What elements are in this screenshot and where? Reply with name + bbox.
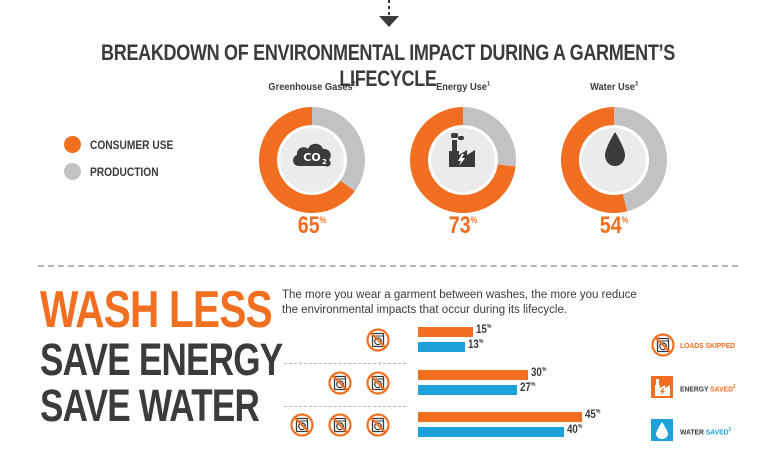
skipped-load-icon [328, 413, 352, 437]
legend-water-main: WATER [680, 427, 706, 437]
bar-value-unit: % [596, 409, 601, 415]
label-water-saved: 13% [468, 339, 483, 351]
donut-label-energy: Energy Use1 [406, 81, 520, 93]
footnote-mark: 3 [728, 427, 732, 433]
legend-energy-label: ENERGY SAVED2 [680, 384, 736, 394]
bar-energy-saved [418, 370, 528, 380]
legend-production-swatch [64, 163, 81, 180]
donut-slice-production [614, 107, 667, 212]
label-energy-saved: 30% [531, 367, 546, 379]
donut-label-greenhouse: Greenhouse Gases2 [255, 81, 369, 93]
section-divider [38, 265, 738, 267]
bar-value: 40 [567, 424, 578, 436]
legend-water-accent: SAVED [705, 427, 729, 437]
donut-slice-consumer [259, 107, 355, 214]
svg-text:CO: CO [303, 151, 320, 164]
skipped-load-icon [366, 371, 390, 395]
bar-value-unit: % [541, 367, 546, 373]
bar-value: 13 [468, 339, 480, 351]
legend-energy-accent: SAVED [710, 384, 734, 394]
bar-value: 27 [519, 382, 531, 394]
legend-loads-skipped-label: LOADS SKIPPED [680, 341, 736, 350]
label-energy-saved: 15% [476, 324, 491, 336]
legend-energy-icon [651, 376, 673, 398]
legend-production-label: PRODUCTION [90, 165, 159, 179]
svg-text:2: 2 [322, 158, 327, 166]
label-water-saved: 40% [567, 424, 582, 436]
footnote-mark: 2 [733, 384, 736, 390]
pct-unit: % [470, 215, 478, 225]
donut-slice-production [463, 107, 516, 167]
bar-energy-saved [418, 327, 473, 337]
pct-energy-value: 73 [448, 212, 471, 239]
donut-label-energy-text: Energy Use [436, 81, 487, 93]
bar-water-saved [418, 427, 564, 437]
donut-label-greenhouse-text: Greenhouse Gases [268, 81, 353, 93]
pct-unit: % [319, 215, 327, 225]
bar-value-unit: % [577, 424, 583, 430]
bar-value: 45 [585, 409, 597, 421]
co2-cloud-icon: CO 2 [290, 136, 334, 170]
label-water-saved: 27% [520, 382, 535, 394]
factory-energy-icon [447, 133, 477, 169]
donut-slice-production [312, 107, 365, 192]
skipped-load-icon [366, 328, 390, 352]
skipped-load-icon [366, 413, 390, 437]
headline-wash-less: WASH LESS [40, 281, 273, 339]
skipped-load-icon [328, 371, 352, 395]
pct-unit: % [621, 215, 629, 225]
bar-water-saved [418, 385, 517, 395]
bar-value: 15 [475, 324, 487, 336]
bar-energy-saved [418, 412, 583, 422]
bar-value-unit: % [530, 382, 535, 388]
legend-water-label: WATER SAVED3 [680, 427, 731, 437]
description-text: The more you wear a garment between wash… [282, 289, 637, 316]
donut-slice-consumer [410, 107, 516, 213]
pct-greenhouse-value: 65 [297, 212, 320, 239]
donut-label-water: Water Use3 [557, 81, 671, 93]
row-separator [284, 363, 406, 364]
page-title: BREAKDOWN OF ENVIRONMENTAL IMPACT DURING… [101, 40, 675, 91]
headline-save-water: SAVE WATER [40, 380, 260, 431]
legend-loads-skipped-icon [651, 333, 675, 357]
bar-water-saved [418, 342, 466, 352]
pct-water: 54% [561, 212, 668, 240]
legend-consumer-label: CONSUMER USE [90, 138, 174, 152]
donut-slice-consumer [561, 107, 628, 213]
pct-energy: 73% [410, 212, 517, 240]
pct-greenhouse: 65% [259, 212, 366, 240]
footnote-mark: 1 [486, 81, 490, 88]
footnote-mark: 2 [352, 81, 356, 88]
legend-water-icon [651, 419, 673, 441]
bar-value-unit: % [486, 324, 492, 330]
headline-save-energy: SAVE ENERGY [40, 334, 283, 385]
footnote-mark: 3 [634, 81, 638, 88]
legend-energy-main: ENERGY [680, 384, 711, 394]
skipped-load-icon [290, 413, 314, 437]
top-connector-arrow [378, 0, 400, 28]
legend-consumer-swatch [64, 136, 81, 153]
water-drop-icon [604, 131, 626, 167]
bar-value-unit: % [479, 339, 484, 345]
bar-value: 30 [530, 367, 542, 379]
pct-water-value: 54 [599, 212, 622, 239]
label-energy-saved: 45% [585, 409, 600, 421]
donut-label-water-text: Water Use [590, 81, 635, 93]
row-separator [284, 406, 406, 407]
